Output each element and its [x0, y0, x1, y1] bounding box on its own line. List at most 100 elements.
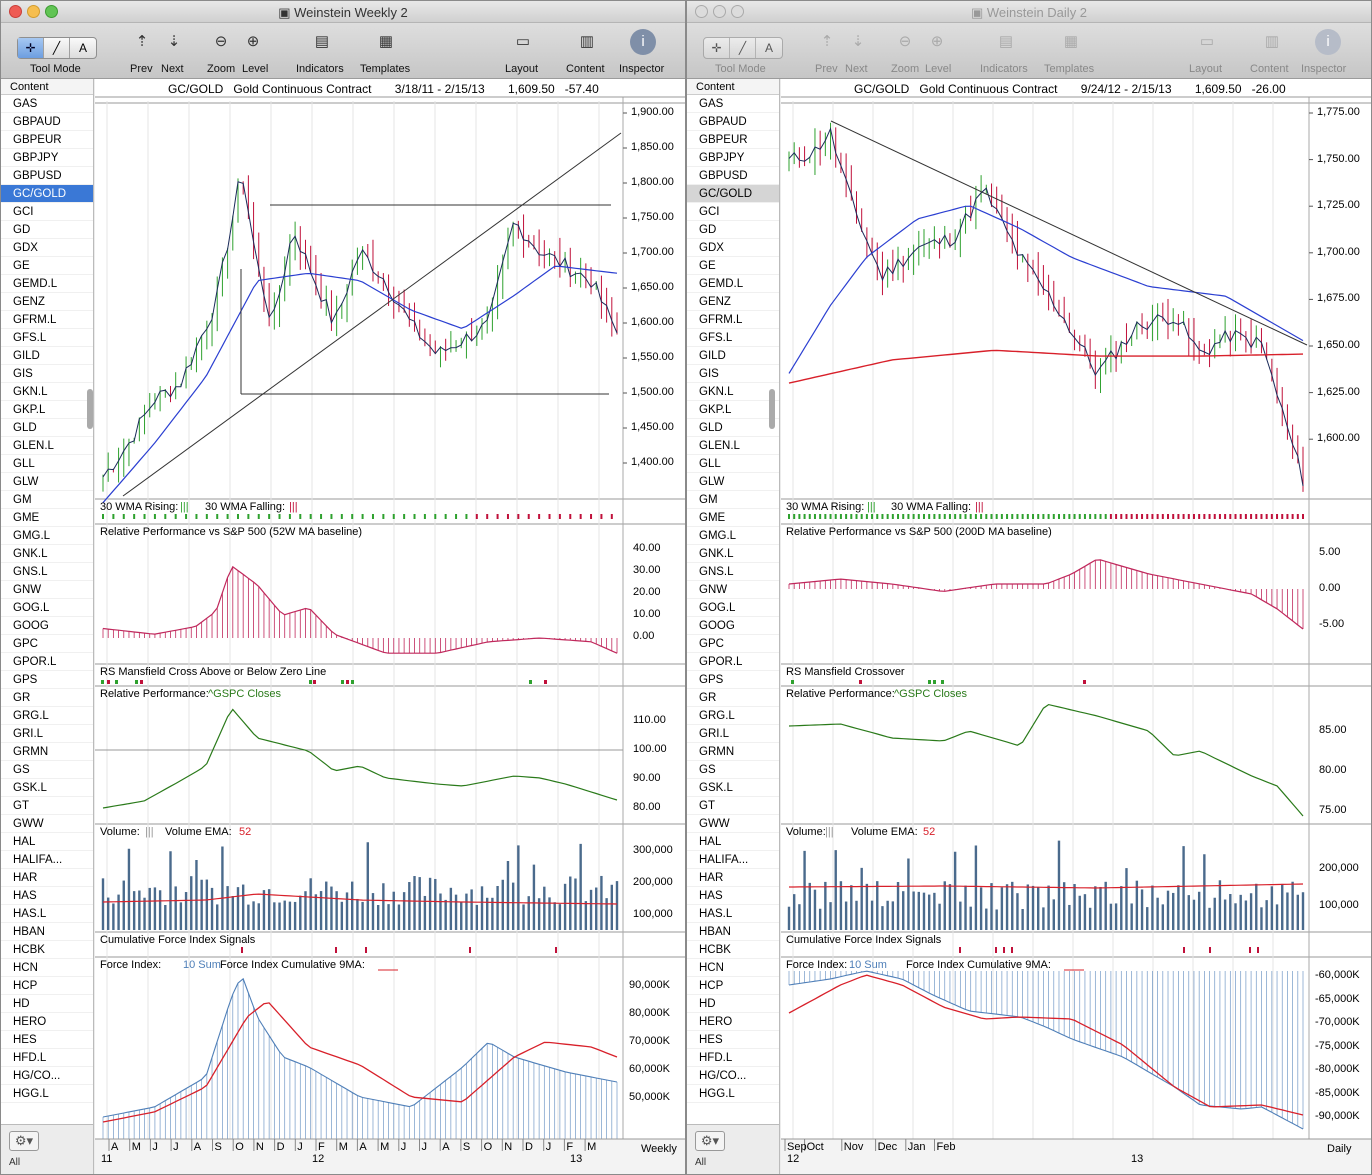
zoom-window-button[interactable] [45, 5, 58, 18]
sidebar-item[interactable]: GILD [1, 347, 93, 365]
sidebar-item[interactable]: GOOG [1, 617, 93, 635]
prev-button[interactable]: Prev [130, 63, 153, 75]
sidebar-item[interactable]: GRI.L [1, 725, 93, 743]
sidebar-item[interactable]: GME [1, 509, 93, 527]
sidebar-item[interactable]: GT [687, 797, 779, 815]
prev-button[interactable]: Prev [815, 63, 838, 75]
sidebar-item[interactable]: GFS.L [1, 329, 93, 347]
chart-area[interactable]: GC/GOLD Gold Continuous Contract 9/24/12… [781, 79, 1371, 1174]
gear-icon[interactable]: ⚙▾ [695, 1131, 725, 1151]
tool-mode-segmented-control[interactable]: ✛ ╱ A [703, 37, 783, 59]
sidebar-item[interactable]: GNS.L [687, 563, 779, 581]
sidebar-item[interactable]: GBPUSD [1, 167, 93, 185]
sidebar-item[interactable]: GM [687, 491, 779, 509]
sidebar-header[interactable]: Content [1, 79, 93, 95]
sidebar-item[interactable]: HD [687, 995, 779, 1013]
sidebar-item[interactable]: HGG.L [1, 1085, 93, 1103]
indicators-button[interactable]: Indicators [980, 63, 1028, 75]
sidebar-item[interactable]: GFS.L [687, 329, 779, 347]
sidebar-item[interactable]: HFD.L [1, 1049, 93, 1067]
sidebar-item[interactable]: GS [1, 761, 93, 779]
sidebar-item[interactable]: GOG.L [1, 599, 93, 617]
sidebar-item[interactable]: GD [1, 221, 93, 239]
templates-icon[interactable]: ▦ [1063, 33, 1079, 50]
prev-arrow-icon[interactable]: ⇡ [135, 33, 149, 50]
line-tool-icon[interactable]: ╱ [44, 38, 70, 58]
sidebar-item[interactable]: GBPAUD [1, 113, 93, 131]
sidebar-item[interactable]: GLD [687, 419, 779, 437]
sidebar-item[interactable]: GKP.L [1, 401, 93, 419]
sidebar-item[interactable]: GPC [687, 635, 779, 653]
sidebar-item[interactable]: GPOR.L [687, 653, 779, 671]
sidebar-item[interactable]: GWW [1, 815, 93, 833]
minimize-window-button[interactable] [713, 5, 726, 18]
sidebar-item[interactable]: HCN [687, 959, 779, 977]
sidebar-item[interactable]: GLW [687, 473, 779, 491]
sidebar-item[interactable]: HES [1, 1031, 93, 1049]
chart-area[interactable]: GC/GOLD Gold Continuous Contract 3/18/11… [95, 79, 685, 1174]
sidebar-item[interactable]: HAR [1, 869, 93, 887]
sidebar-item[interactable]: HBAN [687, 923, 779, 941]
sidebar-item[interactable]: GAS [687, 95, 779, 113]
sidebar-item[interactable]: GDX [1, 239, 93, 257]
title-bar[interactable]: ▣ Weinstein Daily 2 [687, 1, 1371, 23]
chart-canvas[interactable] [95, 79, 686, 1175]
indicators-icon[interactable]: ▤ [314, 33, 330, 50]
sidebar-item[interactable]: GPOR.L [1, 653, 93, 671]
symbol-list[interactable]: GAS GBPAUD GBPEUR GBPJPY GBPUSD GC/GOLD GCI GD G… [1, 95, 93, 1103]
zoom-button[interactable]: Zoom [207, 63, 236, 75]
sidebar-item[interactable]: GSK.L [687, 779, 779, 797]
text-tool-icon[interactable]: A [764, 41, 773, 55]
sidebar-item[interactable]: HAS [1, 887, 93, 905]
sidebar-item[interactable]: GC/GOLD [687, 185, 779, 203]
sidebar-item[interactable]: GNK.L [687, 545, 779, 563]
sidebar-item[interactable]: GT [1, 797, 93, 815]
sidebar-item[interactable]: HCN [1, 959, 93, 977]
sidebar-item[interactable]: GRG.L [1, 707, 93, 725]
sidebar-item[interactable]: GIS [687, 365, 779, 383]
sidebar-item[interactable]: GEMD.L [1, 275, 93, 293]
sidebar-item[interactable]: GBPAUD [687, 113, 779, 131]
sidebar-item[interactable]: HAL [1, 833, 93, 851]
sidebar-item[interactable]: HERO [687, 1013, 779, 1031]
sidebar-item[interactable]: HAS [687, 887, 779, 905]
sidebar-item[interactable]: GNK.L [1, 545, 93, 563]
sidebar-item[interactable]: GBPUSD [687, 167, 779, 185]
symbol-list[interactable]: GAS GBPAUD GBPEUR GBPJPY GBPUSD GC/GOLD GCI GD G… [687, 95, 779, 1103]
sidebar-item[interactable]: GBPJPY [687, 149, 779, 167]
sidebar-item[interactable]: GFRM.L [1, 311, 93, 329]
sidebar-item[interactable]: GWW [687, 815, 779, 833]
content-icon[interactable]: ▥ [579, 33, 595, 50]
sidebar-item[interactable]: HCBK [1, 941, 93, 959]
sidebar-item[interactable]: GS [687, 761, 779, 779]
sidebar-item[interactable]: HG/CO... [687, 1067, 779, 1085]
sidebar-item[interactable]: HGG.L [687, 1085, 779, 1103]
sidebar-item[interactable]: GNW [687, 581, 779, 599]
sidebar-item[interactable]: HFD.L [687, 1049, 779, 1067]
zoom-in-icon[interactable]: ⊕ [930, 33, 944, 50]
inspector-button[interactable]: Inspector [1301, 63, 1347, 75]
layout-icon[interactable]: ▭ [1199, 33, 1215, 50]
text-tool-icon[interactable]: A [78, 41, 87, 55]
sidebar-item[interactable]: GC/GOLD [1, 185, 93, 203]
sidebar-item[interactable]: HAS.L [1, 905, 93, 923]
next-button[interactable]: Next [161, 63, 184, 75]
sidebar-item[interactable]: GE [687, 257, 779, 275]
sidebar-item[interactable]: HAR [687, 869, 779, 887]
prev-arrow-icon[interactable]: ⇡ [820, 33, 834, 50]
layout-button[interactable]: Layout [505, 63, 539, 75]
zoom-button[interactable]: Zoom [891, 63, 920, 75]
sidebar-item[interactable]: GRI.L [687, 725, 779, 743]
sidebar-item[interactable]: GRMN [1, 743, 93, 761]
sidebar-item[interactable]: GLEN.L [1, 437, 93, 455]
line-tool-icon[interactable]: ╱ [730, 38, 756, 58]
sidebar-header[interactable]: Content [687, 79, 779, 95]
next-arrow-icon[interactable]: ⇣ [167, 33, 181, 50]
sidebar-item[interactable]: GRG.L [687, 707, 779, 725]
zoom-out-icon[interactable]: ⊖ [214, 33, 228, 50]
sidebar-item[interactable]: HCP [687, 977, 779, 995]
content-icon[interactable]: ▥ [1264, 33, 1280, 50]
sidebar-item[interactable]: GDX [687, 239, 779, 257]
sidebar-item[interactable]: HALIFA... [1, 851, 93, 869]
sidebar-item[interactable]: GMG.L [1, 527, 93, 545]
